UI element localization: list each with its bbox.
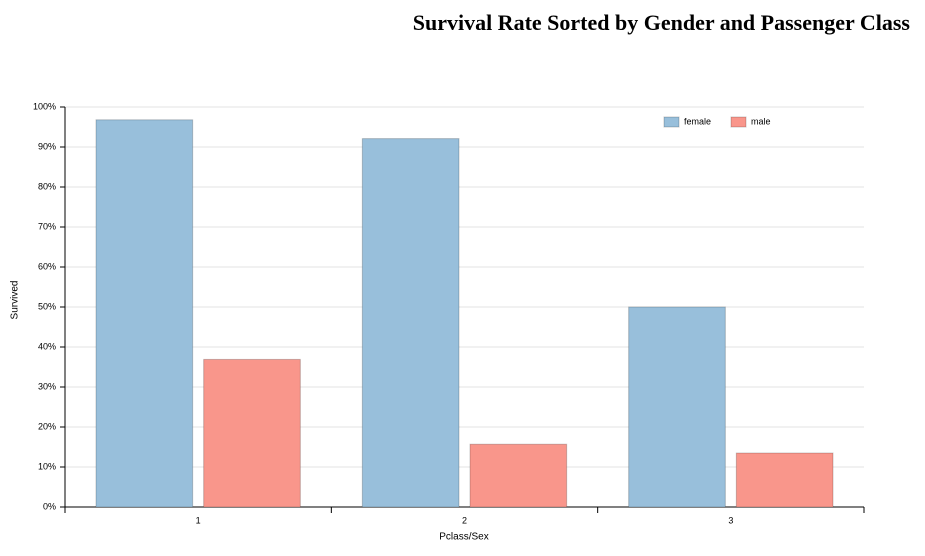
legend-swatch — [663, 116, 680, 128]
x-axis-label: Pclass/Sex — [439, 532, 488, 543]
legend-label: female — [684, 116, 711, 126]
y-axis-label: Survived — [10, 281, 21, 320]
y-tick-label: 20% — [38, 421, 56, 431]
y-tick-label: 100% — [33, 101, 56, 111]
y-tick-label: 70% — [38, 221, 56, 231]
bar — [628, 306, 726, 508]
y-tick-label: 60% — [38, 261, 56, 271]
y-tick-label: 90% — [38, 141, 56, 151]
x-tick-label: 3 — [728, 515, 733, 525]
legend-label: male — [751, 116, 771, 126]
y-tick-label: 40% — [38, 341, 56, 351]
x-tick-label: 1 — [196, 515, 201, 525]
bar — [95, 119, 194, 508]
legend-swatch — [730, 116, 747, 128]
y-tick-label: 80% — [38, 181, 56, 191]
bar — [203, 358, 301, 508]
x-tick-label: 2 — [462, 515, 467, 525]
y-tick-label: 30% — [38, 381, 56, 391]
bar — [361, 138, 460, 508]
y-tick-label: 0% — [43, 501, 56, 511]
y-tick-label: 50% — [38, 301, 56, 311]
bar — [735, 452, 834, 508]
bar — [469, 443, 568, 508]
y-tick-label: 10% — [38, 461, 56, 471]
chart-title: Survival Rate Sorted by Gender and Passe… — [413, 10, 911, 35]
